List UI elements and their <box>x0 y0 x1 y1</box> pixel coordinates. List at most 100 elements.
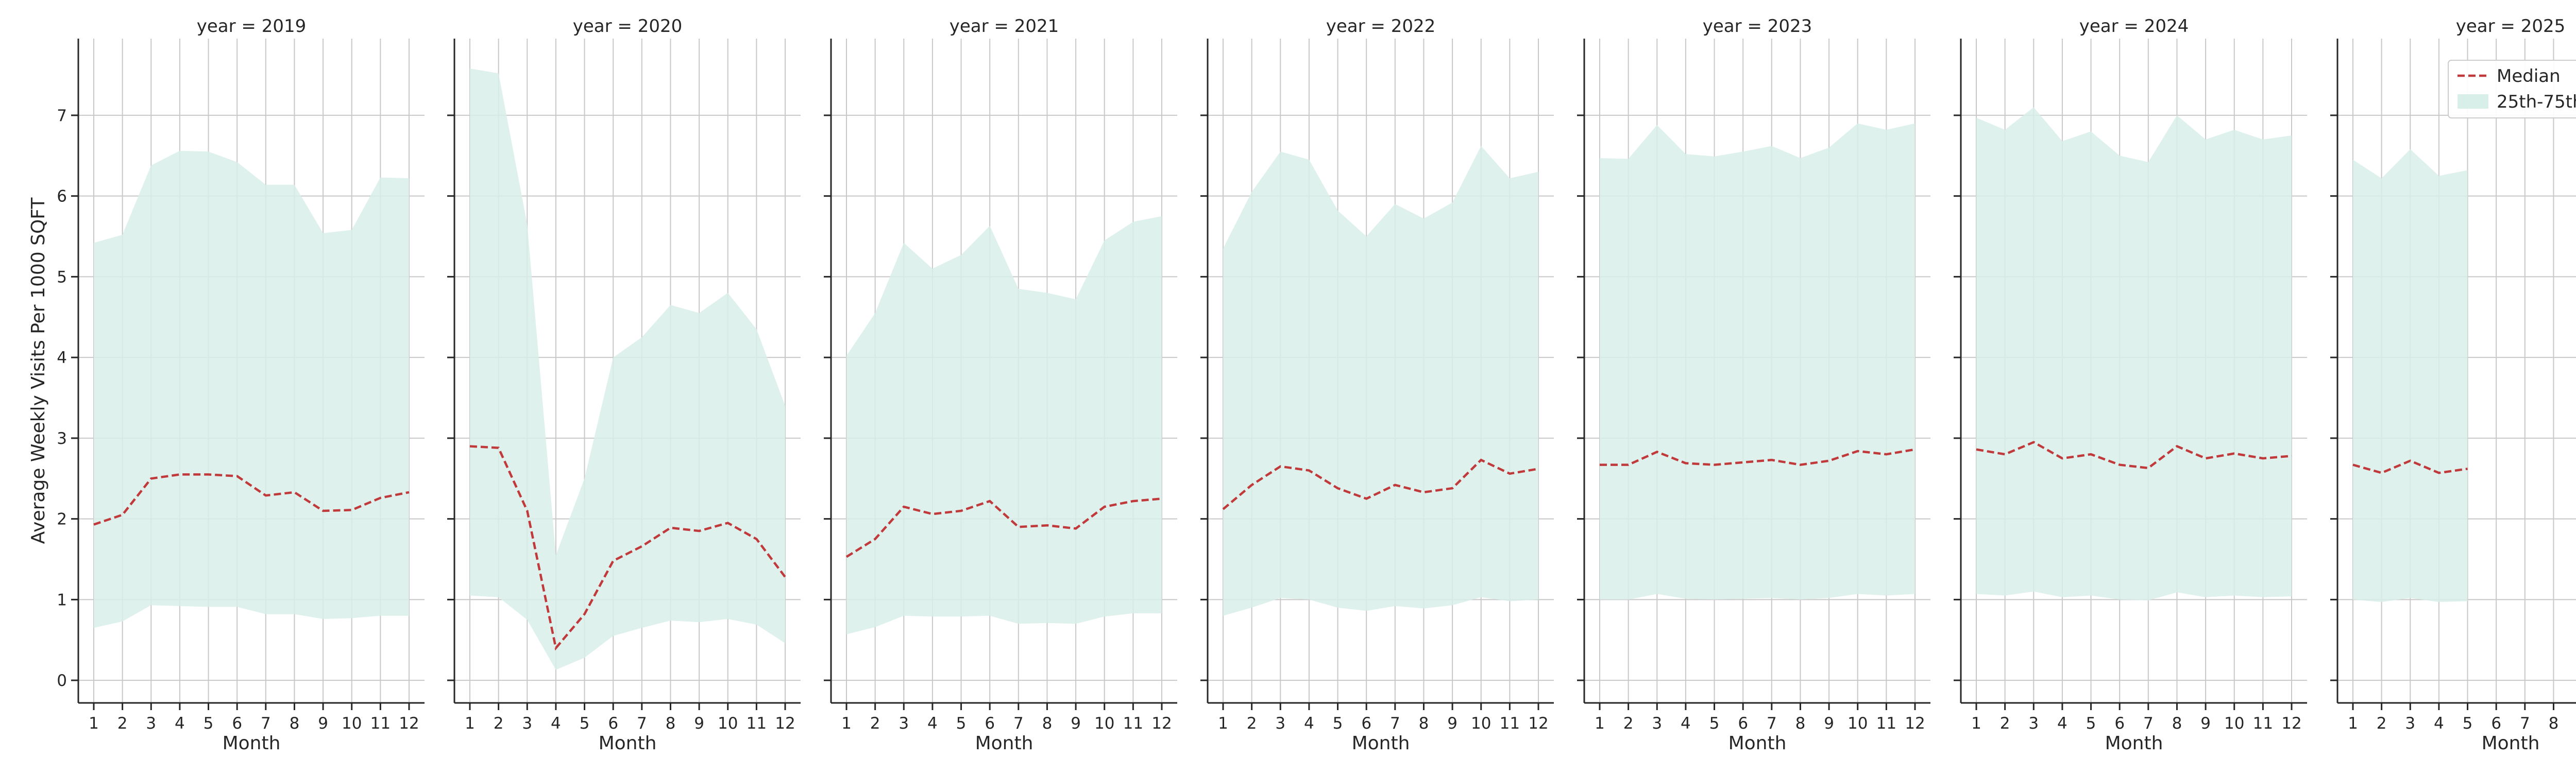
x-tick-label: 5 <box>1333 714 1343 733</box>
x-tick-label: 6 <box>1361 714 1371 733</box>
x-tick-label: 2 <box>870 714 880 733</box>
x-tick-label: 11 <box>1876 714 1896 733</box>
x-tick-label: 4 <box>1681 714 1691 733</box>
x-tick-label: 12 <box>775 714 795 733</box>
x-tick-label: 11 <box>1123 714 1143 733</box>
legend-swatch-band <box>2458 94 2488 109</box>
x-tick-label: 12 <box>2281 714 2301 733</box>
x-tick-label: 3 <box>522 714 532 733</box>
x-tick-label: 8 <box>1795 714 1806 733</box>
y-tick-label: 0 <box>57 671 67 690</box>
median-line <box>469 445 786 651</box>
x-tick-label: 11 <box>2253 714 2273 733</box>
x-tick-label: 12 <box>1151 714 1172 733</box>
percentile-band <box>1976 107 2292 600</box>
x-tick-label: 1 <box>2348 714 2358 733</box>
median-line <box>1600 448 1916 466</box>
x-tick-label: 1 <box>1595 714 1605 733</box>
legend-label: Median <box>2497 66 2561 87</box>
x-tick-label: 3 <box>2028 714 2039 733</box>
x-tick-label: 5 <box>1709 714 1720 733</box>
x-tick-label: 6 <box>2114 714 2125 733</box>
percentile-band <box>846 216 1162 634</box>
y-tick-label: 7 <box>57 107 67 125</box>
x-axis-label: Month <box>1352 733 1410 754</box>
x-tick-label: 4 <box>927 714 938 733</box>
facet-title: year = 2022 <box>1326 16 1435 37</box>
y-tick-label: 4 <box>57 349 67 367</box>
x-tick-label: 11 <box>747 714 767 733</box>
x-tick-label: 8 <box>2549 714 2559 733</box>
x-axis-label: Month <box>1728 733 1787 754</box>
x-tick-label: 11 <box>1500 714 1520 733</box>
x-tick-label: 1 <box>465 714 475 733</box>
x-tick-label: 9 <box>2200 714 2211 733</box>
x-tick-label: 1 <box>841 714 852 733</box>
x-tick-label: 10 <box>2224 714 2244 733</box>
x-tick-label: 4 <box>551 714 561 733</box>
x-tick-label: 4 <box>1304 714 1314 733</box>
x-tick-label: 9 <box>1824 714 1834 733</box>
median-line <box>1976 441 2292 470</box>
x-tick-label: 12 <box>1905 714 1925 733</box>
x-tick-label: 7 <box>637 714 647 733</box>
x-tick-label: 2 <box>1247 714 1257 733</box>
x-tick-label: 3 <box>899 714 909 733</box>
facet-title: year = 2019 <box>197 16 306 37</box>
x-tick-label: 6 <box>985 714 995 733</box>
x-tick-label: 5 <box>956 714 967 733</box>
median-line <box>2352 459 2468 474</box>
x-tick-label: 4 <box>2434 714 2444 733</box>
x-axis-label: Month <box>975 733 1033 754</box>
x-tick-label: 10 <box>1094 714 1114 733</box>
y-tick-label: 5 <box>57 268 67 286</box>
percentile-band <box>1223 146 1538 616</box>
y-tick-label: 2 <box>57 510 67 529</box>
x-tick-label: 7 <box>2143 714 2154 733</box>
facet-title: year = 2020 <box>573 16 682 37</box>
x-axis-label: Month <box>2105 733 2163 754</box>
x-tick-label: 8 <box>290 714 300 733</box>
x-tick-label: 1 <box>89 714 99 733</box>
y-axis-label: Average Weekly Visits Per 1000 SQFT <box>28 197 49 544</box>
percentile-band <box>470 68 785 670</box>
x-tick-label: 8 <box>666 714 676 733</box>
median-line <box>845 497 1162 558</box>
x-tick-label: 8 <box>2172 714 2182 733</box>
x-tick-label: 12 <box>399 714 419 733</box>
x-tick-label: 3 <box>1652 714 1662 733</box>
facet-title: year = 2021 <box>950 16 1059 37</box>
x-tick-label: 6 <box>608 714 618 733</box>
x-tick-label: 2 <box>494 714 504 733</box>
median-line <box>93 473 410 526</box>
x-tick-label: 2 <box>1623 714 1634 733</box>
x-tick-label: 10 <box>1848 714 1868 733</box>
x-tick-label: 2 <box>2000 714 2010 733</box>
x-tick-label: 8 <box>1042 714 1053 733</box>
x-tick-label: 1 <box>1971 714 1981 733</box>
x-tick-label: 9 <box>318 714 328 733</box>
percentile-band <box>1600 123 1915 600</box>
x-tick-label: 5 <box>2086 714 2096 733</box>
facet-title: year = 2025 <box>2456 16 2565 37</box>
y-tick-label: 1 <box>57 591 67 609</box>
x-tick-label: 8 <box>1419 714 1429 733</box>
x-tick-label: 2 <box>117 714 128 733</box>
x-tick-label: 2 <box>2377 714 2387 733</box>
x-tick-label: 4 <box>175 714 185 733</box>
x-axis-label: Month <box>2482 733 2540 754</box>
x-tick-label: 9 <box>1071 714 1081 733</box>
x-tick-label: 5 <box>2463 714 2473 733</box>
percentile-band <box>2353 149 2468 602</box>
x-tick-label: 6 <box>1738 714 1748 733</box>
x-tick-label: 9 <box>694 714 704 733</box>
legend: Median 25th-75th Percentile <box>2448 60 2576 118</box>
x-tick-label: 7 <box>1767 714 1777 733</box>
